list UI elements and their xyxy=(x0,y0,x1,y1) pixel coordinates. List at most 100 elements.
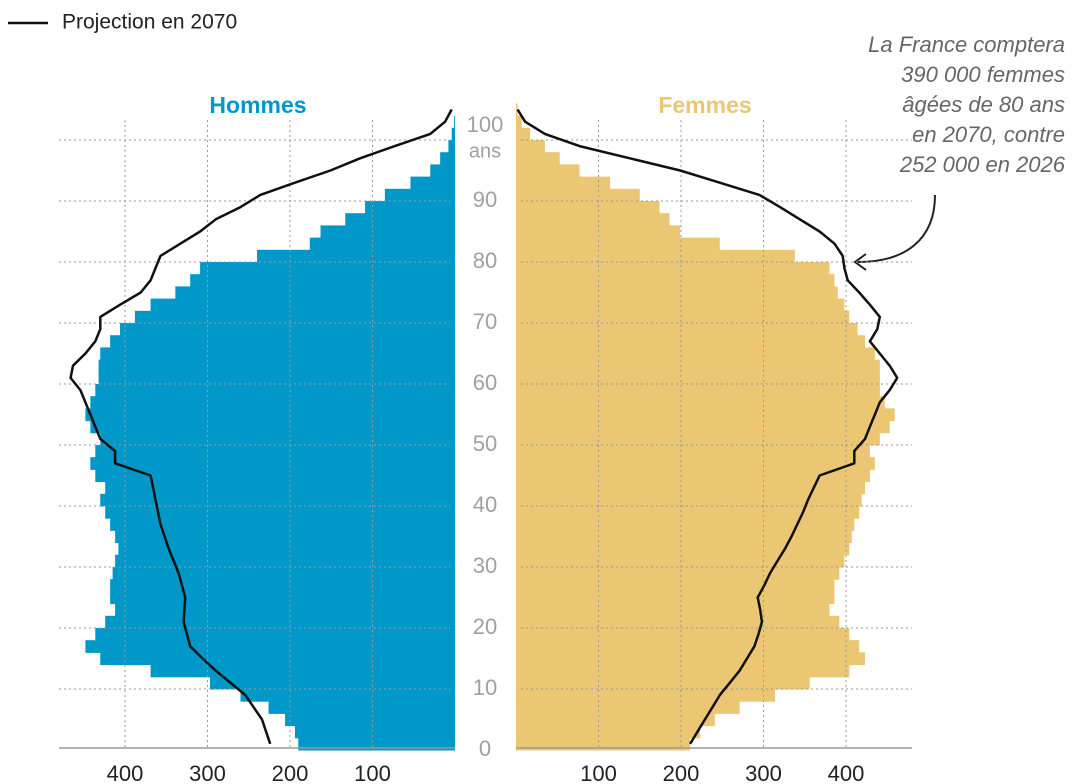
bar xyxy=(516,530,852,544)
bar xyxy=(516,701,740,714)
y-unit-label: ans xyxy=(469,140,501,162)
y-tick-label: 80 xyxy=(473,248,497,273)
x-tick-label: 400 xyxy=(107,761,144,784)
bar xyxy=(516,506,860,519)
bar xyxy=(90,396,455,409)
bar xyxy=(516,603,830,617)
bar xyxy=(516,420,890,434)
bar xyxy=(516,286,838,300)
annotation-line: 252 000 en 2026 xyxy=(899,152,1066,177)
bar xyxy=(516,652,865,666)
annotation-line: en 2070, contre xyxy=(912,122,1065,147)
bar xyxy=(516,713,715,727)
bar xyxy=(516,213,670,226)
bar xyxy=(516,408,895,422)
bar xyxy=(516,542,850,556)
x-tick-label: 200 xyxy=(272,761,309,784)
bar xyxy=(134,310,455,324)
bar xyxy=(516,152,560,165)
bar xyxy=(240,689,455,702)
y-tick-label: 10 xyxy=(473,675,497,700)
bar xyxy=(516,432,880,446)
bar xyxy=(516,481,865,495)
bar xyxy=(516,445,870,458)
bar xyxy=(516,384,880,397)
bar xyxy=(516,493,862,507)
bar xyxy=(516,347,875,361)
bar xyxy=(430,164,455,178)
bar xyxy=(516,628,850,641)
bar xyxy=(105,481,455,495)
y-tick-label: 70 xyxy=(473,309,497,334)
x-tick-label: 300 xyxy=(189,761,226,784)
bar xyxy=(268,701,455,714)
projection-line xyxy=(69,108,453,745)
bar xyxy=(454,115,455,129)
bar xyxy=(516,567,840,580)
bar xyxy=(95,469,456,483)
bar xyxy=(309,237,455,251)
bar xyxy=(516,396,885,409)
annotation-line: La France comptera xyxy=(868,32,1065,57)
bar xyxy=(98,371,455,385)
bar xyxy=(516,249,795,263)
y-tick-label: 30 xyxy=(473,553,497,578)
bar xyxy=(85,640,456,653)
bar xyxy=(100,347,455,361)
bar xyxy=(95,445,456,458)
bar xyxy=(516,298,845,312)
bar xyxy=(90,457,455,470)
bar xyxy=(516,103,518,117)
bar xyxy=(120,323,456,336)
panel-title: Hommes xyxy=(209,92,306,118)
bar xyxy=(516,140,545,153)
y-tick-label: 50 xyxy=(473,431,497,456)
bar xyxy=(100,432,455,446)
bar xyxy=(516,164,580,178)
bar xyxy=(516,237,720,251)
bar xyxy=(110,518,456,531)
bar xyxy=(112,567,455,580)
bar xyxy=(150,298,455,312)
bar xyxy=(110,579,456,592)
annotation-line: âgées de 80 ans xyxy=(902,92,1065,117)
bar xyxy=(85,408,456,422)
bar xyxy=(516,615,840,629)
y-tick-label: 90 xyxy=(473,187,497,212)
bar xyxy=(100,493,455,507)
bar xyxy=(150,664,455,678)
bar xyxy=(516,371,880,385)
bar xyxy=(209,676,455,690)
bar xyxy=(294,725,455,739)
bar xyxy=(115,554,455,568)
x-tick-label: 400 xyxy=(828,761,865,784)
bar xyxy=(516,689,776,702)
bar xyxy=(110,591,456,605)
bar xyxy=(110,335,456,348)
bar xyxy=(516,115,522,129)
bar xyxy=(257,249,455,263)
bar xyxy=(516,323,858,336)
bar xyxy=(516,359,880,373)
bar xyxy=(516,664,850,678)
projection-line xyxy=(516,108,899,745)
bar xyxy=(190,274,456,287)
bar xyxy=(516,518,855,531)
bar xyxy=(345,213,455,226)
bar xyxy=(516,176,611,190)
bar xyxy=(451,127,455,141)
bar xyxy=(516,579,835,592)
bar xyxy=(516,274,835,287)
bar xyxy=(100,652,455,666)
annotation-line: 390 000 femmes xyxy=(901,62,1065,87)
y-tick-label: 60 xyxy=(473,370,497,395)
bar xyxy=(516,127,531,141)
bar xyxy=(516,310,850,324)
bar xyxy=(516,188,640,202)
bar xyxy=(320,225,455,239)
bar xyxy=(95,628,456,641)
y-tick-label: 40 xyxy=(473,492,497,517)
bar xyxy=(98,359,455,373)
bar xyxy=(516,640,860,653)
